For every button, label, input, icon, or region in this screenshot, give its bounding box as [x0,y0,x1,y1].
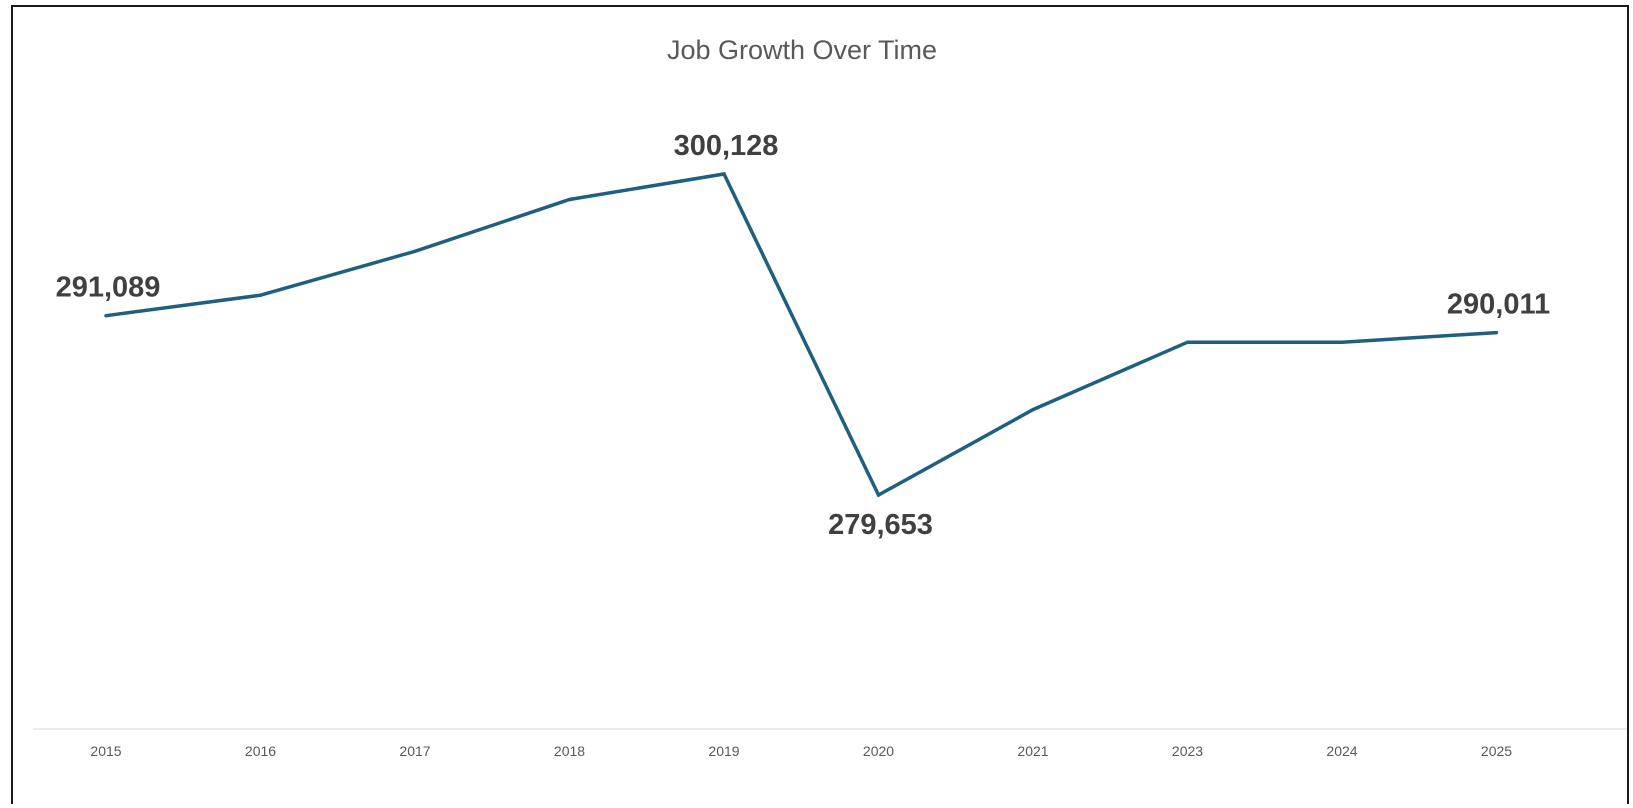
data-point-2025 [1494,330,1499,335]
series-line [105,172,1497,498]
x-tick-label-2023: 2023 [1172,743,1203,759]
line-chart: Job Growth Over Time 2015 2016 2017 2018 201… [33,35,1627,759]
data-point-2023 [1185,340,1190,344]
data-label-2025: 290,011 [1447,289,1550,321]
x-tick-label-2017: 2017 [399,743,430,759]
data-point-2016 [258,293,263,297]
x-tick-label-2025: 2025 [1481,743,1512,759]
data-label-2015: 291,089 [56,272,161,304]
chart-frame: Job Growth Over Time 2015 2016 2017 2018 201… [11,5,1629,804]
data-labels: 291,089 300,128 279,653 290,011 [56,130,1551,541]
data-point-2020 [876,493,881,497]
data-point-2021 [1031,407,1035,412]
data-point-2018 [567,197,572,202]
data-point-2017 [413,249,417,253]
x-tick-label-2020: 2020 [863,743,894,759]
x-tick-label-2016: 2016 [245,743,276,759]
data-label-2020: 279,653 [828,509,933,541]
x-tick-label-2018: 2018 [554,743,585,759]
data-label-2019: 300,128 [674,130,779,162]
x-tick-label-2019: 2019 [708,743,739,759]
data-point-2015 [104,314,108,318]
chart-title: Job Growth Over Time [667,35,937,65]
data-point-2019 [722,172,726,176]
x-tick-label-2015: 2015 [90,743,121,759]
x-axis-ticks: 2015 2016 2017 2018 2019 2020 2021 2023 2024 2025 [90,743,1512,759]
x-tick-label-2021: 2021 [1017,743,1048,759]
data-point-2024 [1340,340,1344,344]
x-tick-label-2024: 2024 [1326,743,1357,759]
